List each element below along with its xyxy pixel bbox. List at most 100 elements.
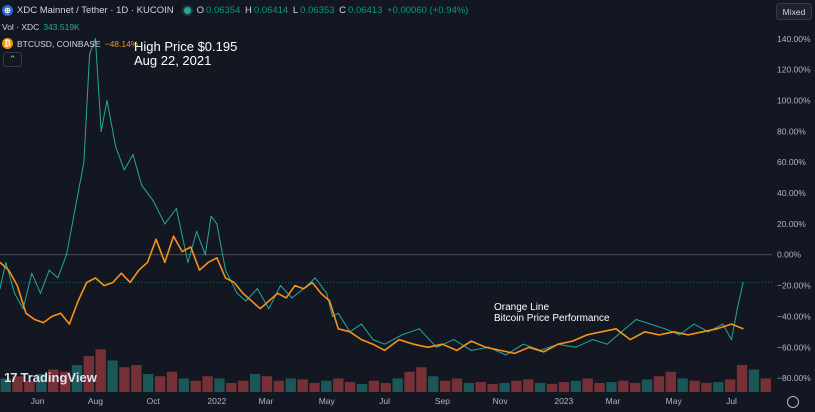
volume-bar — [273, 380, 285, 392]
y-tick-label: 20.00% — [777, 219, 806, 229]
y-tick-label: −60.00% — [777, 342, 811, 352]
tradingview-wordmark: TradingView — [20, 370, 97, 385]
volume-label: Vol · XDC — [2, 22, 40, 32]
series-point — [132, 153, 134, 156]
series-point — [687, 334, 689, 336]
series-point — [360, 338, 363, 341]
series-point — [629, 338, 631, 341]
volume-bar — [71, 365, 83, 392]
series-point — [673, 331, 675, 333]
series-point — [401, 334, 403, 336]
series-point — [13, 292, 16, 294]
series-point — [349, 331, 351, 333]
x-tick-label: 2022 — [207, 396, 226, 406]
series-point — [196, 230, 198, 233]
series-point — [146, 261, 149, 264]
volume-bar — [190, 380, 201, 392]
series-point — [74, 207, 76, 210]
tradingview-logo[interactable]: 17 TradingView — [4, 370, 97, 385]
series-point — [314, 277, 316, 279]
x-tick-label: Jun — [31, 396, 45, 406]
series-point — [505, 354, 507, 356]
series-point — [574, 346, 576, 348]
change-value: +0.00060 (+0.94%) — [387, 4, 469, 16]
series-point — [224, 277, 227, 279]
series-point — [207, 261, 209, 264]
volume-bar — [261, 376, 273, 392]
series-point — [39, 292, 42, 294]
volume-bar — [24, 380, 35, 392]
x-tick-label: Mar — [259, 396, 274, 406]
series-point — [242, 292, 244, 294]
x-tick-label: May — [666, 396, 683, 406]
series-point — [470, 340, 472, 342]
x-tick-label: May — [319, 396, 336, 406]
volume-bar — [202, 376, 213, 392]
series-point — [649, 323, 652, 325]
series-point — [360, 323, 363, 325]
series-point — [16, 284, 18, 287]
series-point — [383, 349, 386, 351]
x-tick-label: Aug — [88, 396, 103, 406]
time-axis[interactable]: Jun Aug Oct 2022 Mar May Jul Sep Nov 2023 Mar May Ju… — [31, 396, 737, 406]
series-point — [441, 343, 443, 345]
x-tick-label: Nov — [493, 396, 509, 406]
y-tick-label: −20.00% — [777, 281, 811, 291]
volume-bar — [249, 374, 261, 392]
series-point — [320, 292, 322, 294]
volume-bar — [558, 382, 570, 392]
compare-legend[interactable]: ₿ BTCUSD, COINBASE −48.14% — [2, 38, 138, 49]
volume-bar — [297, 379, 308, 392]
series-point — [94, 277, 97, 279]
series-point — [190, 246, 192, 248]
series-point — [164, 223, 166, 225]
series-point — [702, 331, 704, 333]
series-point — [372, 338, 374, 341]
series-point — [164, 261, 166, 264]
series-point — [600, 331, 603, 333]
volume-bar — [178, 378, 190, 392]
symbol-header[interactable]: ⊕ XDC Mainnet / Tether · 1D · KUCOIN O 0.… — [0, 0, 470, 20]
volume-bar — [475, 382, 486, 392]
volume-bar — [499, 383, 510, 392]
series-point — [120, 272, 123, 274]
series-point — [372, 343, 374, 345]
bitcoin-icon: ₿ — [2, 38, 13, 49]
y-tick-label: 120.00% — [777, 65, 811, 75]
series-point — [383, 343, 386, 345]
series-point — [644, 331, 646, 333]
scale-mode-button[interactable]: Mixed — [776, 3, 812, 20]
series-point — [337, 312, 339, 314]
series-point — [112, 281, 114, 284]
volume-bar — [713, 382, 724, 392]
x-tick-label: Mar — [606, 396, 621, 406]
volume-bar — [428, 376, 439, 392]
volume-bar — [0, 378, 11, 392]
volume-value: 343.519K — [43, 22, 80, 32]
price-axis[interactable]: 140.00% 120.00% 100.00% 80.00% 60.00% 40.00% 2… — [777, 34, 811, 383]
series-point — [736, 308, 738, 310]
volume-bar — [416, 367, 427, 392]
series-point — [210, 215, 212, 217]
collapse-legend-button[interactable]: ⌃ — [3, 52, 22, 67]
series-point — [57, 277, 59, 279]
symbol-title[interactable]: ⊕ XDC Mainnet / Tether · 1D · KUCOIN — [0, 4, 174, 16]
volume-bar — [760, 378, 771, 392]
series-point — [557, 343, 559, 345]
series-point — [123, 169, 125, 171]
series-point — [329, 300, 331, 302]
series-point — [302, 288, 305, 290]
series-point — [722, 323, 724, 325]
volume-legend[interactable]: Vol · XDC 343.519K — [2, 22, 80, 32]
series-point — [514, 352, 516, 355]
series-point — [106, 99, 108, 102]
settings-gear-icon[interactable] — [787, 396, 799, 408]
series-point — [291, 297, 293, 299]
series-point — [658, 334, 660, 336]
series-point — [707, 331, 709, 333]
series-point — [141, 184, 143, 186]
volume-bar — [95, 349, 106, 392]
series-point — [678, 334, 681, 336]
